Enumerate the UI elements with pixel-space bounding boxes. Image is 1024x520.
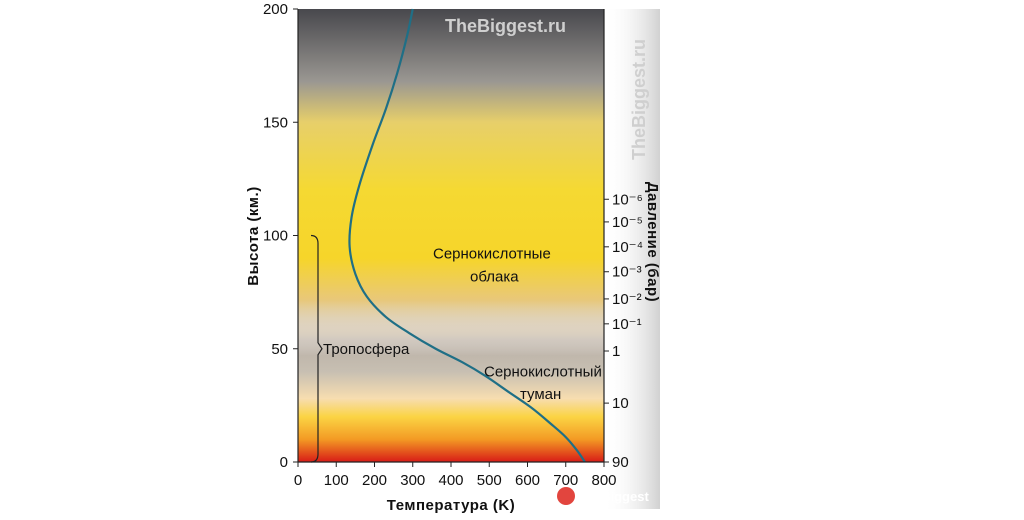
troposphere-bracket	[310, 234, 323, 463]
y-axis-title: Высота (км.)	[245, 186, 262, 285]
watermark-vertical: TheBiggest.ru	[629, 39, 649, 160]
region-annotation: Тропосфера	[323, 341, 410, 358]
pressure-tick-label: 10⁻⁶	[612, 191, 643, 208]
x-tick-label: 700	[553, 472, 578, 489]
region-annotation: Сернокислотные	[433, 246, 551, 263]
x-tick-label: 100	[324, 472, 349, 489]
watermark-logo-icon	[557, 487, 575, 505]
pressure-tick-label: 10⁻⁵	[612, 214, 643, 231]
pressure-tick-label: 10⁻¹	[612, 316, 642, 333]
y-tick-label: 0	[280, 454, 288, 471]
pressure-tick-label: 90	[612, 454, 629, 471]
pressure-tick-label: 10⁻²	[612, 291, 642, 308]
pressure-tick-label: 1	[612, 343, 620, 360]
region-annotation: туман	[520, 386, 561, 403]
x-tick-label: 300	[400, 472, 425, 489]
x-tick-label: 500	[477, 472, 502, 489]
watermark-bottom-text: TheBiggest	[578, 489, 649, 504]
right-shading	[604, 9, 660, 509]
y-tick-label: 50	[271, 341, 288, 358]
region-annotation: Сернокислотный	[484, 363, 602, 380]
temperature-curve	[348, 8, 586, 463]
y-tick-label: 100	[263, 228, 288, 245]
watermark-bottom: TheBiggest	[557, 487, 649, 505]
x-axis-title: Температура (K)	[387, 497, 515, 514]
pressure-tick-label: 10⁻⁴	[612, 239, 643, 256]
cloud-layer	[298, 300, 604, 356]
pressure-tick-label: 10⁻³	[612, 264, 642, 281]
watermark-top: TheBiggest.ru	[445, 16, 566, 36]
x-tick-label: 400	[438, 472, 463, 489]
x-tick-label: 0	[294, 472, 302, 489]
y-tick-label: 150	[263, 114, 288, 131]
x-tick-label: 600	[515, 472, 540, 489]
pressure-tick-label: 10	[612, 395, 629, 412]
x-tick-label: 200	[362, 472, 387, 489]
region-annotation: облака	[470, 268, 519, 285]
y-tick-label: 200	[263, 1, 288, 18]
y2-axis-title: Давление (бар)	[644, 182, 661, 302]
x-tick-label: 800	[591, 472, 616, 489]
